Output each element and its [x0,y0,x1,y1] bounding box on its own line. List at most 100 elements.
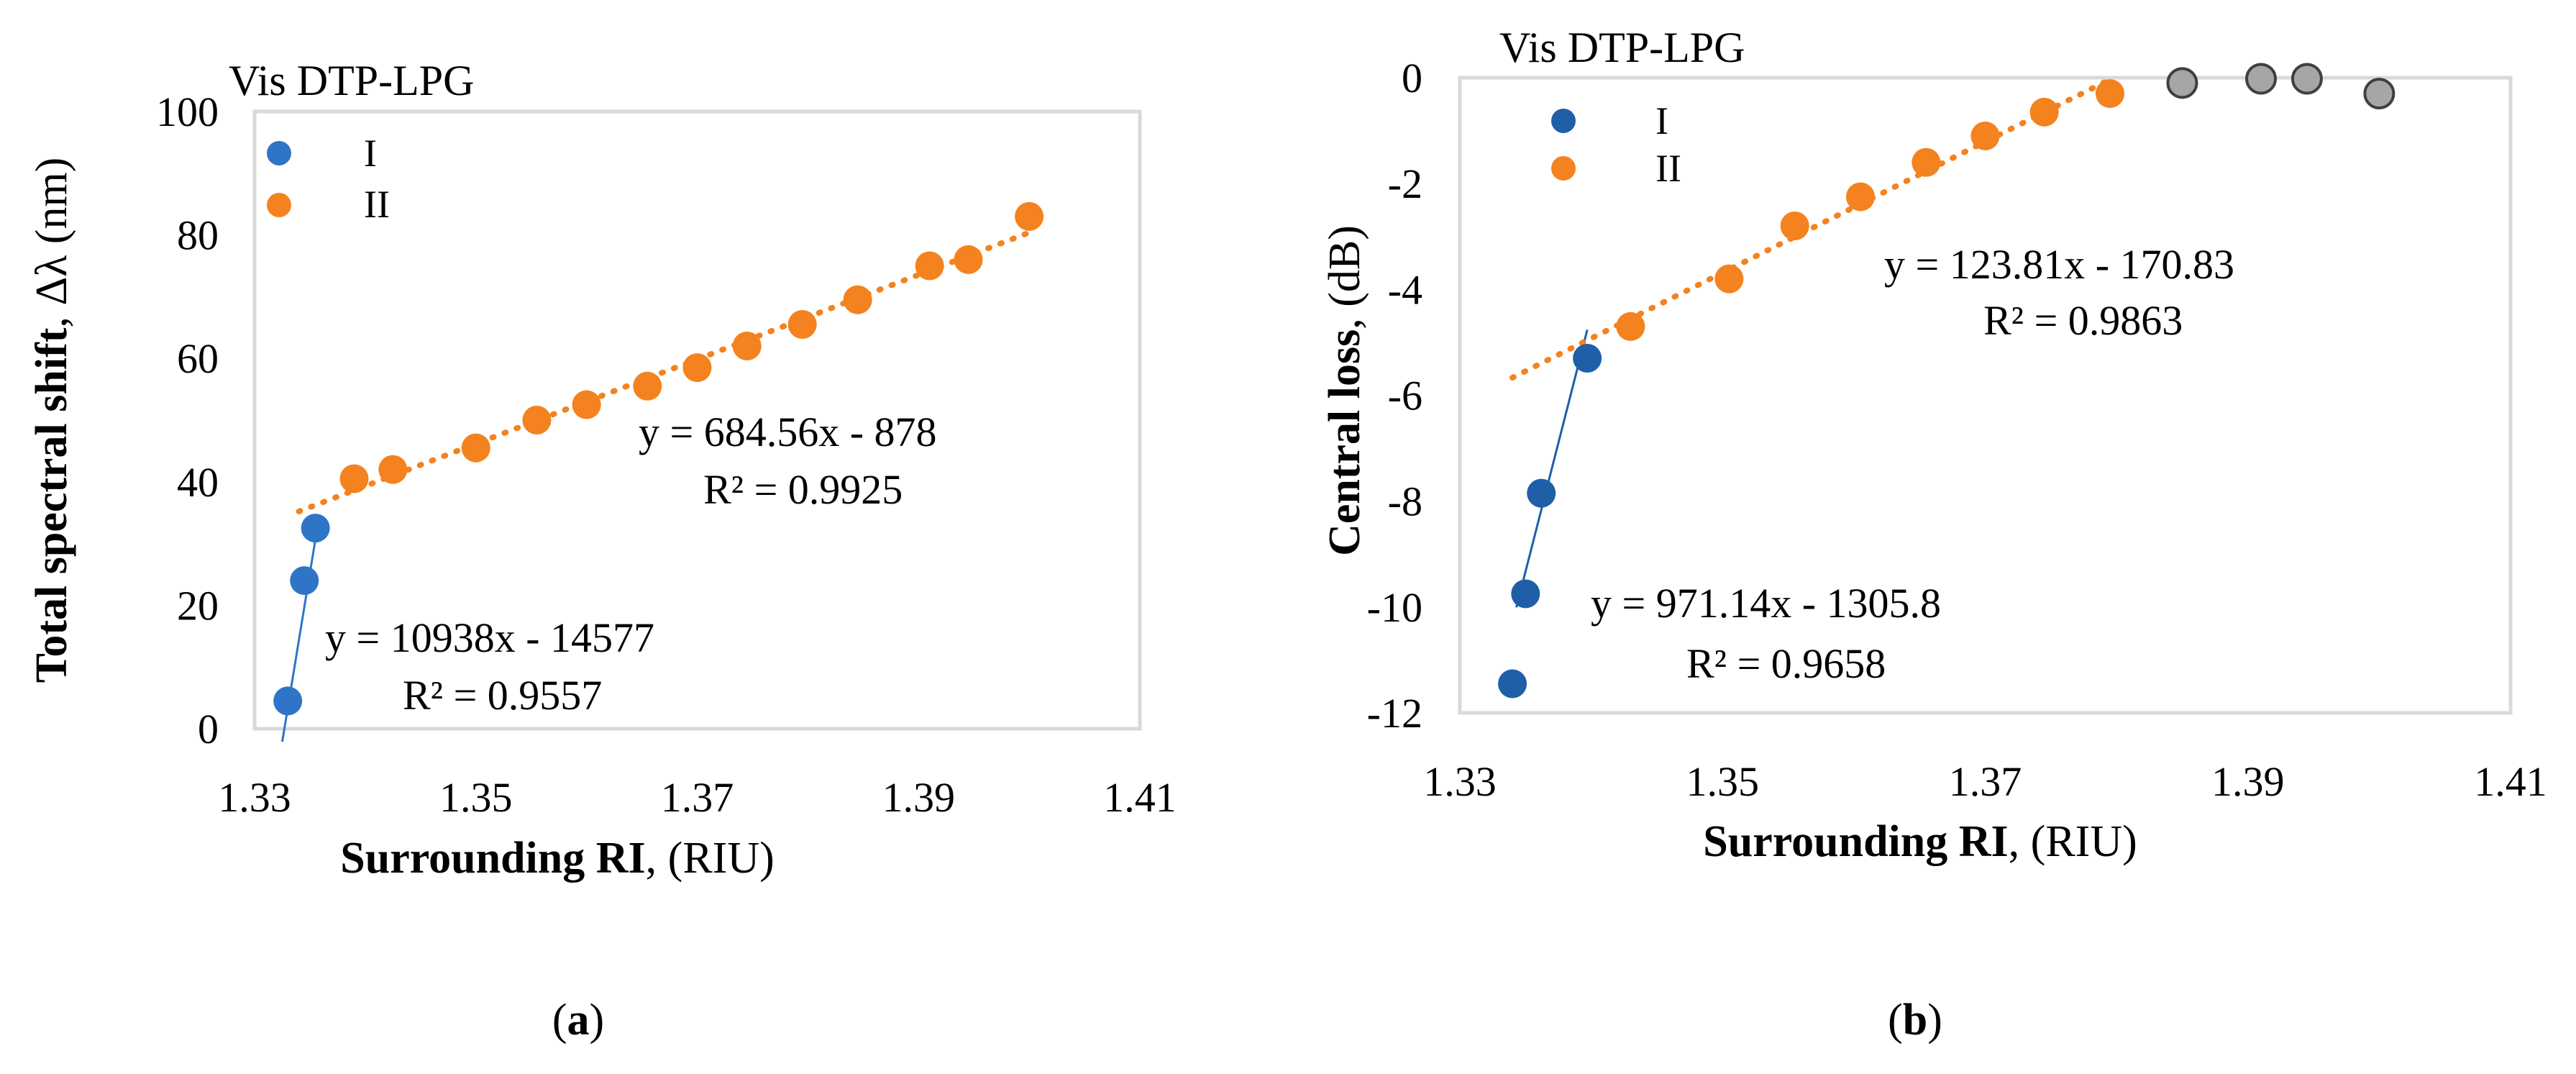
chart-b-y-tick-2: -8 [1388,478,1422,525]
chart-a-y-axis-title-units: , Δλ (nm) [27,158,76,328]
chart-a-y-tick-2: 40 [177,459,219,506]
chart-a-y-axis-title-bold: Total spectral shift [27,327,76,683]
chart-b-trendline-II [1509,76,2113,381]
chart-a-x-tick-3: 1.39 [882,774,956,821]
chart-b-point-II-6 [2029,97,2059,127]
chart-a-r2-II: R² = 0.9925 [703,466,903,513]
chart-b-eq-I: y = 971.14x - 1305.8 [1591,580,1941,627]
chart-a-point-II-3 [522,406,552,434]
chart-b-point-I-0 [1498,669,1527,698]
chart-a-trendlines [280,227,1038,742]
chart-a-x-axis-title: Surrounding RI, (RIU) [340,834,775,883]
chart-b-y-tick-4: -4 [1388,266,1422,313]
chart-b-y-tick-3: -6 [1388,373,1422,419]
chart-a-x-axis-title-bold: Surrounding RI [340,834,645,883]
chart-a-point-II-11 [954,245,983,274]
chart-a-x-tick-0: 1.33 [218,774,291,821]
chart-b-point-II-3 [1846,182,1876,211]
chart-b-x-tick-1: 1.35 [1686,758,1760,805]
chart-b-plot-area [1458,76,2513,715]
chart-a-point-II-7 [732,332,762,361]
chart-b-y-tick-labels: -12 -10 -8 -6 -4 -2 0 [1367,55,1422,737]
chart-a-x-tick-4: 1.41 [1103,774,1177,821]
chart-b-r2-I: R² = 0.9658 [1686,640,1886,687]
chart-b-point-excluded-2 [2290,63,2323,95]
chart-a-legend-marker-II [267,193,291,217]
chart-b-point-I-1 [1511,579,1540,609]
chart-a-point-I-0 [273,686,303,716]
chart-b-point-II-1 [1714,264,1744,293]
panel-label-b: (b) [1888,996,1942,1045]
chart-a-y-axis-title: Total spectral shift, Δλ (nm) [27,158,76,683]
chart-a-point-II-9 [843,285,872,314]
chart-b-y-axis-title: Central loss, (dB) [1320,225,1369,556]
chart-a-point-II-10 [915,251,944,281]
chart-a-points [273,201,1044,716]
chart-b-points [1498,63,2395,698]
chart-a-y-tick-4: 80 [177,212,219,259]
chart-b-y-tick-6: 0 [1402,55,1422,101]
chart-b-point-II-5 [1970,121,2000,150]
chart-a-x-axis-title-units: , (RIU) [646,834,775,883]
chart-a-point-II-6 [682,353,712,383]
chart-a-point-II-8 [787,310,817,340]
chart-b-x-tick-4: 1.41 [2474,758,2547,805]
chart-a-title: Vis DTP-LPG [229,57,474,104]
chart-b-point-excluded-3 [2363,78,2395,110]
chart-b-trendlines [1509,76,2113,608]
chart-b-legend-label-II: II [1655,147,1681,190]
chart-b-eq-II: y = 123.81x - 170.83 [1884,241,2234,288]
chart-b-y-tick-1: -10 [1367,584,1422,631]
chart-b-y-tick-5: -2 [1388,160,1422,207]
chart-a-y-tick-labels: 0 20 40 60 80 100 [156,88,219,752]
chart-b-legend-marker-I [1551,109,1576,133]
chart-a-trendline-II [296,227,1038,514]
chart-b-legend: I II [1551,99,1681,190]
chart-b-point-II-2 [1780,211,1809,241]
chart-a-point-I-2 [301,514,330,543]
chart-b-legend-marker-II [1551,156,1576,181]
chart-a-legend: I II [267,132,390,226]
chart-b-point-II-0 [1616,311,1645,341]
panel-label-a-letter: a [567,996,590,1045]
chart-b-r2-II: R² = 0.9863 [1983,297,2183,344]
chart-b-point-I-3 [1573,343,1602,373]
chart-b-point-I-2 [1527,478,1556,508]
chart-b-x-axis-title: Surrounding RI, (RIU) [1703,817,2137,866]
chart-b-legend-label-I: I [1655,99,1668,142]
chart-b-point-excluded-1 [2245,63,2278,95]
chart-a-y-tick-0: 0 [198,706,219,752]
chart-a-legend-label-I: I [364,132,377,175]
chart-b-point-II-7 [2095,79,2124,109]
chart-b: Vis DTP-LPG -12 -10 -8 -6 -4 -2 0 1.33 1.35 1.37… [1320,24,2547,1045]
chart-a-y-tick-5: 100 [156,88,219,135]
chart-b-point-excluded-0 [2166,67,2198,99]
chart-a-legend-label-II: II [364,183,390,226]
chart-a-eq-I: y = 10938x - 14577 [325,614,654,661]
chart-b-x-tick-3: 1.39 [2211,758,2285,805]
chart-b-x-axis-title-bold: Surrounding RI [1703,817,2008,866]
chart-a-point-II-0 [339,464,369,493]
chart-a-x-tick-2: 1.37 [661,774,734,821]
chart-a-point-II-4 [572,390,601,419]
chart-a-point-II-1 [378,455,408,484]
chart-a-point-II-12 [1015,201,1044,231]
chart-b-y-axis-title-bold: Central loss [1320,329,1369,556]
chart-a-eq-II: y = 684.56x - 878 [639,409,937,455]
chart-a-point-II-5 [633,371,662,401]
chart-b-point-II-4 [1912,147,1941,177]
chart-b-title: Vis DTP-LPG [1499,24,1745,71]
chart-a-point-II-2 [461,433,490,463]
panel-label-b-letter: b [1903,996,1927,1045]
chart-a-r2-I: R² = 0.9557 [403,672,602,719]
chart-a-x-tick-labels: 1.33 1.35 1.37 1.39 1.41 [218,774,1177,821]
chart-b-y-axis-title-units: , (dB) [1320,225,1369,329]
chart-a-y-tick-1: 20 [177,582,219,629]
chart-a-plot-area [252,109,1142,731]
chart-b-y-tick-0: -12 [1367,690,1422,737]
panel-label-a: (a) [552,996,604,1045]
chart-b-x-tick-0: 1.33 [1423,758,1497,805]
chart-a-x-tick-1: 1.35 [439,774,513,821]
